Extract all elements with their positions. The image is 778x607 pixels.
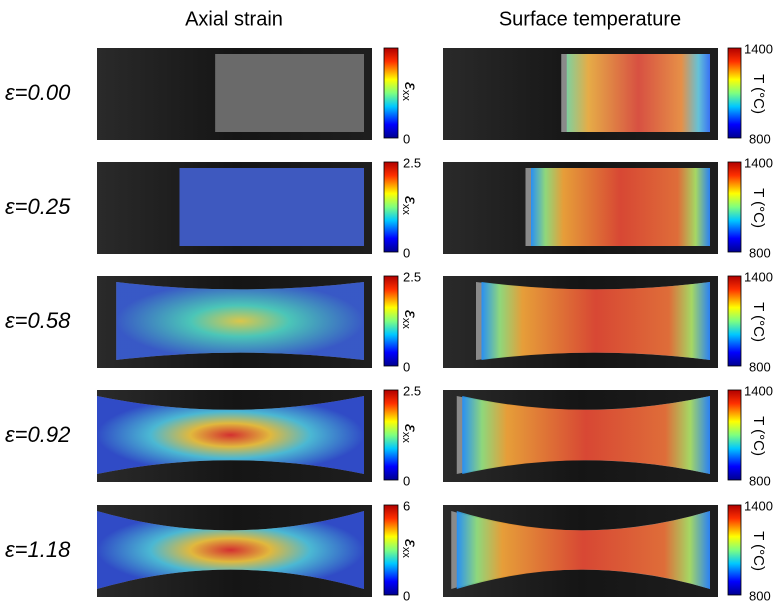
axis-symbol: ε — [401, 82, 421, 91]
figure-row: ε=0.25 2.5 0 εxx 1400 800 T (°C) — [5, 155, 773, 260]
temperature-map — [566, 54, 710, 132]
figure-row: ε=1.18 6 0 εxx 1400 800 T (°C) — [5, 498, 773, 603]
colorbar-max: 1400 — [744, 41, 773, 56]
colorbar-min: 0 — [403, 588, 410, 602]
temperature-map — [456, 511, 710, 589]
figure-row: ε=0.00 0 εxx 1400 800 T (°C) — [5, 41, 773, 146]
temperature-map — [481, 282, 710, 360]
temperature-map — [462, 396, 710, 474]
axis-label: T (°C) — [750, 74, 767, 114]
colorbar-min: 800 — [749, 473, 771, 488]
row-label: ε=0.92 — [5, 422, 70, 447]
colorbar — [383, 275, 399, 367]
axis-symbol: ε — [401, 196, 421, 205]
axis-subscript: xx — [400, 318, 412, 330]
colorbar — [727, 161, 742, 253]
strain-map — [97, 396, 364, 474]
axis-label: εxx — [400, 539, 421, 558]
axis-subscript: xx — [400, 90, 412, 102]
row-label: ε=0.00 — [5, 80, 71, 105]
axis-subscript: xx — [400, 547, 412, 559]
colorbar-max: 2.5 — [403, 383, 421, 398]
colorbar-min: 800 — [749, 245, 771, 260]
column-title: Axial strain — [185, 8, 283, 30]
axis-label: εxx — [400, 196, 421, 215]
colorbar-max: 1400 — [744, 155, 773, 170]
colorbar-min: 0 — [403, 245, 410, 260]
row-label: ε=0.58 — [5, 308, 71, 333]
axis-symbol: ε — [401, 424, 421, 433]
colorbar — [727, 504, 742, 596]
strain-map — [97, 511, 364, 589]
colorbar-min: 0 — [403, 131, 410, 146]
colorbar-max: 1400 — [744, 498, 773, 513]
colorbar — [383, 161, 399, 253]
colorbar-min: 0 — [403, 473, 410, 488]
strain-map — [116, 282, 364, 360]
strain-map — [179, 168, 364, 246]
colorbar-max: 1400 — [744, 269, 773, 284]
colorbar — [383, 389, 399, 481]
colorbar-max: 2.5 — [403, 155, 421, 170]
figure-row: ε=0.58 2.5 0 εxx 1400 800 T (°C) — [5, 269, 773, 374]
colorbar — [727, 275, 742, 367]
colorbar — [727, 47, 742, 139]
colorbar — [383, 47, 399, 139]
figure-row: ε=0.92 2.5 0 εxx 1400 800 T (°C) — [5, 383, 773, 488]
column-title: Surface temperature — [499, 8, 681, 30]
colorbar-max: 2.5 — [403, 269, 421, 284]
axis-label: εxx — [400, 310, 421, 329]
axis-label: T (°C) — [750, 531, 767, 571]
axis-label: T (°C) — [750, 416, 767, 456]
axis-label: T (°C) — [750, 302, 767, 342]
axis-subscript: xx — [400, 432, 412, 444]
row-label: ε=0.25 — [5, 194, 71, 219]
colorbar-min: 800 — [749, 131, 771, 146]
axis-symbol: ε — [401, 539, 421, 548]
colorbar — [383, 504, 399, 596]
colorbar-max: 1400 — [744, 383, 773, 398]
colorbar-min: 800 — [749, 588, 771, 602]
axis-subscript: xx — [400, 204, 412, 216]
colorbar-min: 800 — [749, 359, 771, 374]
axis-label: εxx — [400, 82, 421, 101]
row-label: ε=1.18 — [5, 537, 71, 562]
axis-symbol: ε — [401, 310, 421, 319]
colorbar — [727, 389, 742, 481]
temperature-map — [531, 168, 710, 246]
axis-label: εxx — [400, 424, 421, 443]
strain-map — [215, 54, 364, 132]
axis-label: T (°C) — [750, 188, 767, 228]
colorbar-min: 0 — [403, 359, 410, 374]
colorbar-max: 6 — [403, 498, 410, 513]
